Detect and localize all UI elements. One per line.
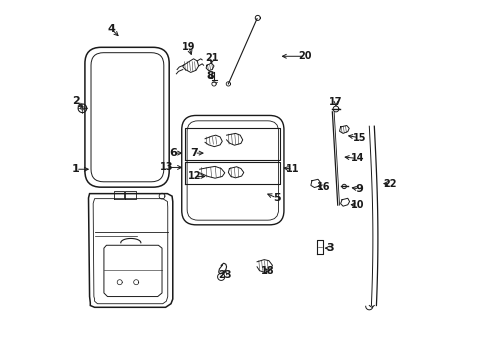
Text: 3: 3 <box>326 243 334 253</box>
Text: 5: 5 <box>272 193 280 203</box>
Text: 8: 8 <box>206 71 214 81</box>
Text: 17: 17 <box>328 97 342 107</box>
Text: 13: 13 <box>159 162 173 172</box>
Text: 16: 16 <box>316 182 329 192</box>
Text: 15: 15 <box>352 133 365 143</box>
Text: 22: 22 <box>382 179 396 189</box>
Text: 18: 18 <box>261 266 274 276</box>
Text: 6: 6 <box>168 148 176 158</box>
Text: 20: 20 <box>298 51 311 61</box>
Text: 4: 4 <box>108 24 116 35</box>
Text: 19: 19 <box>182 42 195 52</box>
Text: 12: 12 <box>187 171 201 181</box>
Text: 23: 23 <box>218 270 231 280</box>
Text: 2: 2 <box>72 96 80 106</box>
Text: 7: 7 <box>190 148 198 158</box>
Text: 14: 14 <box>350 153 364 163</box>
Text: 1: 1 <box>72 164 80 174</box>
Text: 10: 10 <box>350 200 364 210</box>
Text: 21: 21 <box>205 53 219 63</box>
Text: 11: 11 <box>285 164 299 174</box>
Text: 9: 9 <box>355 184 363 194</box>
